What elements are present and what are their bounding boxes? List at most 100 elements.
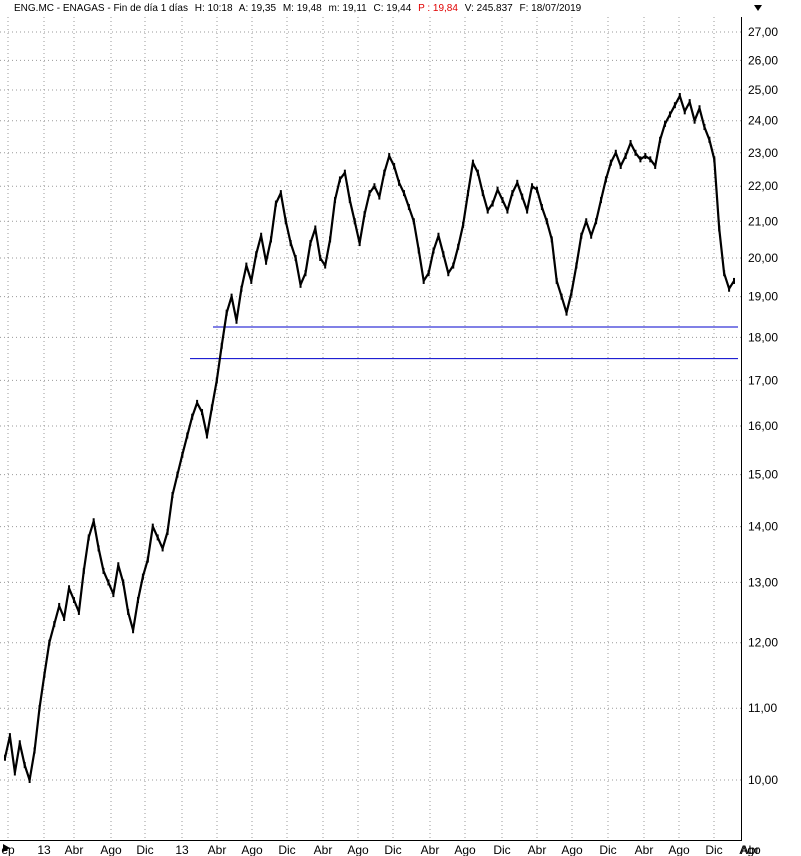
price-bar	[698, 105, 701, 112]
x-tick-label: Dic	[705, 843, 722, 856]
plot-frame	[0, 17, 742, 841]
price-bar	[678, 93, 681, 100]
price-bar	[33, 747, 36, 754]
price-bar	[595, 218, 598, 225]
date-label: F: 18/07/2019	[519, 3, 582, 14]
x-tick-label: Dic	[599, 843, 616, 856]
price-bar	[383, 169, 386, 176]
price-bar	[629, 139, 632, 146]
price-bar	[289, 240, 292, 247]
price-bar	[338, 176, 341, 183]
price-bar	[437, 232, 440, 239]
price-bar	[417, 247, 420, 254]
triangle-right-icon[interactable]	[1, 843, 11, 853]
price-bar	[191, 413, 194, 420]
y-tick-label: 24,00	[748, 114, 778, 128]
y-tick-label: 23,00	[748, 146, 778, 160]
price-bar	[43, 671, 46, 678]
price-bar	[407, 204, 410, 211]
y-tick-label: 16,00	[748, 419, 778, 433]
y-tick-label: 18,00	[748, 330, 778, 344]
price-bar	[156, 534, 159, 541]
price-bar	[215, 377, 218, 384]
price-bar	[58, 602, 61, 609]
price-bar	[624, 153, 627, 160]
price-bar	[171, 492, 174, 499]
price-bar	[304, 270, 307, 277]
price-bar	[265, 258, 268, 265]
price-bar	[146, 556, 149, 563]
price-bar	[112, 591, 115, 598]
x-tick-label: Abr	[314, 843, 333, 856]
x-tick-label: Ago	[241, 843, 263, 856]
y-tick-label: 20,00	[748, 251, 778, 265]
price-bar	[452, 262, 455, 269]
price-bar	[550, 236, 553, 243]
y-tick-label: 27,00	[748, 25, 778, 39]
price-bar	[87, 534, 90, 541]
price-bar	[166, 529, 169, 536]
y-tick-label: 14,00	[748, 520, 778, 534]
price-bar	[516, 179, 519, 186]
volume-label: V: 245.837	[464, 3, 513, 14]
price-bar	[649, 156, 652, 163]
price-bar	[496, 186, 499, 193]
y-tick-label: 13,00	[748, 575, 778, 589]
price-bar	[161, 545, 164, 552]
price-bar	[585, 218, 588, 225]
price-bar	[703, 124, 706, 131]
x-tick-label: Abr	[65, 843, 84, 856]
price-bar	[659, 136, 662, 143]
price-bar	[570, 289, 573, 296]
price-bar	[728, 285, 731, 292]
y-tick-label: 12,00	[748, 636, 778, 650]
price-bar	[398, 179, 401, 186]
price-bar	[269, 236, 272, 243]
price-bar	[708, 136, 711, 143]
price-bar	[688, 99, 691, 106]
price-bar	[48, 639, 51, 646]
triangle-down-icon[interactable]	[752, 2, 764, 14]
x-tick-label: Abr	[635, 843, 654, 856]
y-tick-label: 22,00	[748, 179, 778, 193]
price-bar	[560, 293, 563, 300]
price-bar	[72, 597, 75, 604]
price-bar	[363, 211, 366, 218]
price-bar	[644, 153, 647, 160]
previous-label: P : 19,84	[418, 3, 458, 14]
high-label: M: 19,48	[282, 3, 322, 14]
x-tick-label: Ago	[100, 843, 122, 856]
price-bar	[481, 190, 484, 197]
price-bar	[378, 193, 381, 200]
price-bar	[28, 777, 31, 783]
x-tick-label: Dic	[136, 843, 153, 856]
price-bar	[196, 399, 199, 406]
y-tick-label: 11,00	[748, 701, 777, 715]
price-bar	[225, 309, 228, 316]
x-tick-label: Ago	[739, 843, 761, 856]
price-bar	[220, 342, 223, 349]
price-bar	[274, 200, 277, 207]
price-bar	[575, 262, 578, 269]
price-bar	[565, 309, 568, 316]
price-bar	[388, 153, 391, 160]
time-label: H: 10:18	[194, 3, 233, 14]
price-bar	[609, 159, 612, 166]
x-tick-label: 13	[37, 843, 51, 856]
x-tick-label: Abr	[208, 843, 227, 856]
x-tick-label: Abr	[741, 843, 760, 856]
price-bar	[506, 207, 509, 214]
price-bar	[245, 262, 248, 269]
price-bar	[348, 197, 351, 204]
price-bar	[284, 218, 287, 225]
price-bar	[205, 432, 208, 439]
price-bar	[462, 221, 465, 228]
price-bar	[545, 218, 548, 225]
price-bar	[511, 190, 514, 197]
price-bar	[447, 270, 450, 277]
price-bar	[614, 149, 617, 156]
price-bar	[151, 523, 154, 530]
price-bar	[634, 149, 637, 156]
